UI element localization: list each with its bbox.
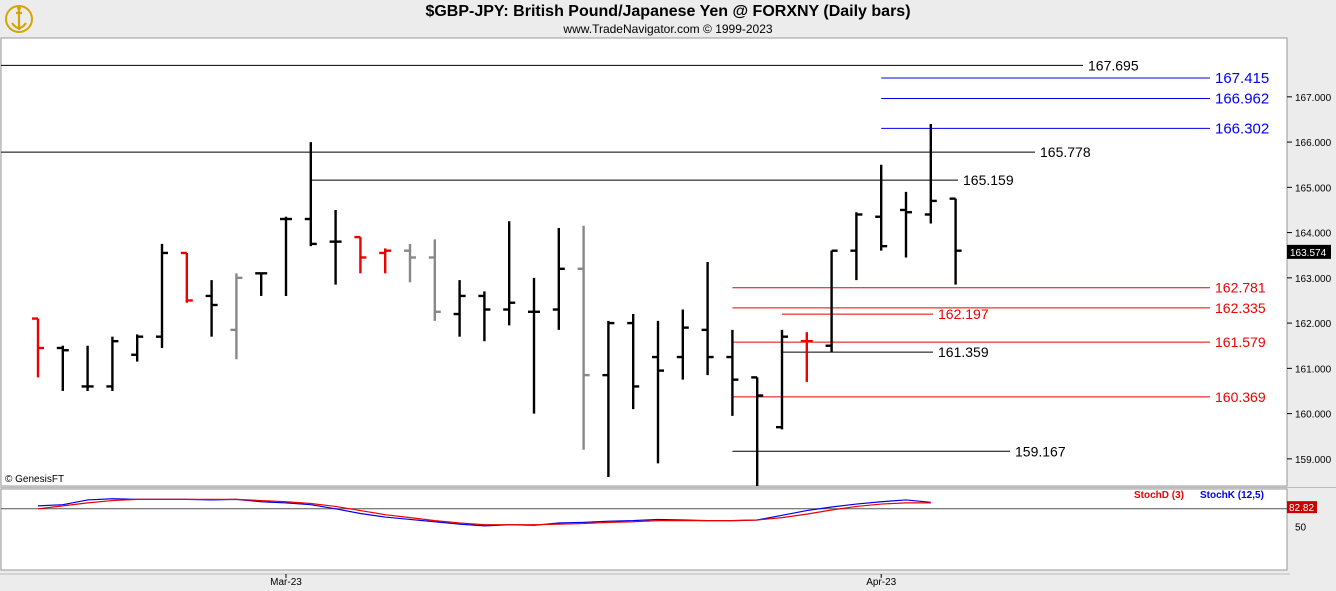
price-panel	[0, 37, 1288, 487]
level-label: 161.579	[1215, 334, 1266, 350]
level-label: 162.781	[1215, 280, 1266, 296]
x-tick-label: Apr-23	[866, 577, 896, 588]
level-label: 160.369	[1215, 389, 1266, 405]
level-label: 159.167	[1015, 443, 1066, 459]
level-label: 165.159	[963, 172, 1014, 188]
level-label: 166.302	[1215, 120, 1269, 137]
y-tick-label: 161.000	[1295, 364, 1332, 375]
stoch-series-line	[37, 498, 931, 526]
chart-subtitle: www.TradeNavigator.com © 1999-2023	[563, 22, 773, 36]
y-tick-label: 159.000	[1295, 455, 1332, 466]
osc-tick-label: 50	[1295, 523, 1307, 534]
y-tick-label: 163.000	[1295, 274, 1332, 285]
y-tick-label: 162.000	[1295, 319, 1332, 330]
y-tick-label: 166.000	[1295, 138, 1332, 149]
oscillator-panel	[0, 488, 1288, 571]
chart-title: $GBP-JPY: British Pound/Japanese Yen @ F…	[425, 3, 911, 20]
trade-navigator-logo-icon	[4, 3, 34, 35]
last-price-label: 163.574	[1290, 248, 1327, 259]
copyright-label: © GenesisFT	[5, 474, 65, 485]
level-label: 167.695	[1088, 57, 1139, 73]
level-label: 162.197	[938, 306, 989, 322]
y-tick-label: 167.000	[1295, 93, 1332, 104]
last-price-marker	[1287, 244, 1331, 259]
legend-stochd: StochD (3)	[1134, 490, 1184, 501]
level-label: 166.962	[1215, 91, 1269, 108]
level-label: 165.778	[1040, 144, 1091, 160]
level-label: 162.335	[1215, 300, 1266, 316]
x-tick-label: Mar-23	[270, 577, 302, 588]
y-tick-label: 164.000	[1295, 229, 1332, 240]
y-tick-label: 160.000	[1295, 410, 1332, 421]
osc-last-marker	[1287, 501, 1317, 514]
legend-stochk: StochK (12,5)	[1200, 490, 1264, 501]
level-label: 167.415	[1215, 70, 1269, 87]
osc-last-label: 82.82	[1289, 503, 1314, 514]
y-tick-label: 165.000	[1295, 183, 1332, 194]
level-label: 161.359	[938, 344, 989, 360]
